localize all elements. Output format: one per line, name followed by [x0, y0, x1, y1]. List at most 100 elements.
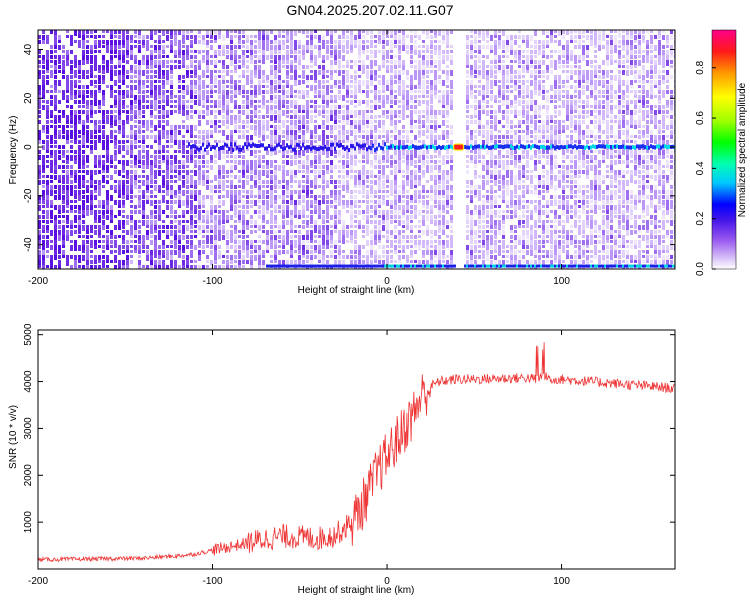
noise-cell: [390, 165, 393, 168]
noise-cell: [298, 30, 301, 33]
noise-cell: [170, 85, 173, 89]
noise-cell: [446, 115, 449, 118]
noise-cell: [154, 115, 157, 119]
noise-cell: [374, 195, 377, 198]
noise-cell: [494, 175, 497, 180]
noise-cell: [342, 130, 345, 136]
noise-cell: [510, 180, 513, 185]
noise-cell: [270, 210, 273, 216]
noise-cell: [378, 235, 381, 240]
noise-cell: [510, 260, 513, 264]
noise-cell: [302, 245, 305, 250]
noise-cell: [54, 240, 57, 245]
noise-cell: [38, 260, 41, 266]
noise-cell: [254, 220, 257, 225]
noise-cell: [294, 200, 297, 206]
noise-cell: [466, 95, 469, 101]
noise-cell: [302, 120, 305, 125]
noise-cell: [514, 125, 517, 128]
noise-cell: [358, 35, 361, 39]
noise-cell: [278, 45, 281, 51]
noise-cell: [322, 160, 325, 164]
noise-cell: [134, 245, 137, 250]
noise-cell: [214, 265, 217, 269]
noise-cell: [326, 210, 329, 215]
noise-cell: [470, 75, 473, 78]
noise-cell: [378, 195, 381, 199]
noise-cell: [214, 175, 217, 181]
noise-cell: [54, 155, 57, 161]
noise-cell: [262, 30, 265, 35]
noise-cell: [126, 240, 129, 244]
noise-cell: [154, 160, 157, 166]
noise-cell: [106, 140, 109, 146]
noise-cell: [154, 70, 157, 74]
noise-cell: [190, 230, 193, 233]
noise-cell: [306, 155, 309, 161]
noise-cell: [302, 160, 305, 166]
noise-cell: [134, 115, 137, 119]
noise-cell: [366, 65, 369, 69]
noise-cell: [470, 30, 473, 33]
noise-cell: [122, 200, 125, 206]
noise-cell: [282, 45, 285, 50]
noise-cell: [114, 145, 117, 149]
noise-cell: [390, 130, 393, 133]
noise-cell: [386, 235, 389, 241]
noise-cell: [118, 245, 121, 250]
noise-cell: [294, 120, 297, 125]
noise-cell: [526, 85, 529, 91]
noise-cell: [282, 60, 285, 64]
noise-cell: [110, 175, 113, 180]
noise-cell: [430, 120, 433, 123]
noise-cell: [54, 105, 57, 111]
noise-cell: [306, 35, 309, 38]
noise-cell: [238, 135, 241, 139]
noise-cell: [474, 175, 477, 179]
noise-cell: [106, 160, 109, 163]
noise-cell: [114, 110, 117, 113]
noise-cell: [122, 65, 125, 70]
noise-cell: [170, 245, 173, 248]
noise-cell: [230, 225, 233, 228]
noise-cell: [170, 160, 173, 165]
noise-cell: [182, 40, 185, 44]
noise-cell: [410, 150, 413, 156]
noise-cell: [202, 205, 205, 208]
noise-cell: [114, 40, 117, 46]
noise-cell: [286, 210, 289, 216]
noise-cell: [218, 250, 221, 256]
noise-cell: [390, 110, 393, 115]
noise-cell: [70, 95, 73, 100]
noise-cell: [386, 80, 389, 85]
noise-cell: [186, 160, 189, 163]
noise-cell: [326, 45, 329, 51]
noise-cell: [526, 185, 529, 190]
noise-cell: [478, 40, 481, 43]
noise-cell: [94, 155, 97, 160]
noise-cell: [442, 170, 445, 175]
noise-cell: [150, 120, 153, 126]
noise-cell: [226, 215, 229, 220]
noise-cell: [206, 160, 209, 164]
noise-cell: [46, 110, 49, 115]
noise-cell: [130, 150, 133, 156]
noise-cell: [178, 85, 181, 89]
noise-cell: [306, 170, 309, 174]
noise-cell: [486, 45, 489, 49]
noise-cell: [86, 95, 89, 98]
noise-cell: [226, 95, 229, 99]
noise-cell: [446, 120, 449, 123]
noise-cell: [266, 35, 269, 40]
noise-cell: [338, 50, 341, 56]
noise-cell: [362, 210, 365, 214]
noise-cell: [430, 40, 433, 45]
noise-cell: [42, 90, 45, 95]
noise-cell: [74, 225, 77, 228]
noise-cell: [74, 230, 77, 234]
noise-cell: [358, 110, 361, 115]
noise-cell: [70, 110, 73, 116]
noise-cell: [398, 65, 401, 68]
noise-cell: [338, 180, 341, 184]
noise-cell: [318, 55, 321, 58]
